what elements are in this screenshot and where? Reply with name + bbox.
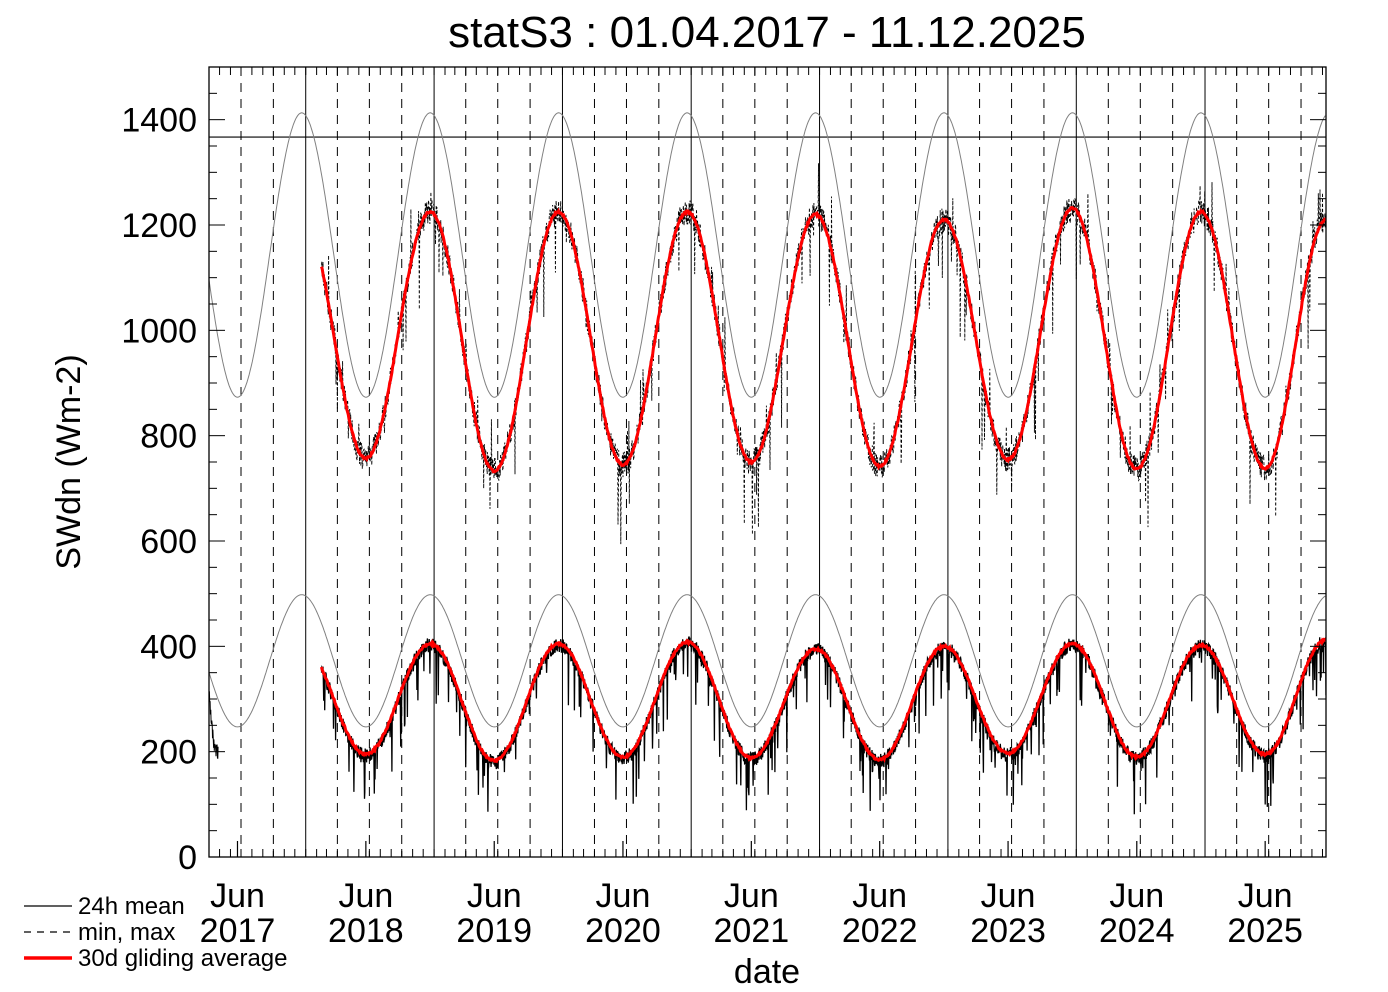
gliding-extremum-point — [878, 758, 881, 761]
x-tick-month: Jun — [724, 877, 779, 915]
x-tick-month: Jun — [981, 877, 1036, 915]
gliding-extremum-point — [1071, 207, 1074, 209]
theoretical-max-curve — [209, 112, 1326, 398]
x-tick-month: Jun — [467, 877, 522, 915]
gliding-average-max — [320, 205, 1326, 474]
y-tick-label: 200 — [140, 734, 197, 772]
gliding-extremum-point — [365, 753, 367, 756]
daily-max-series — [321, 163, 1326, 545]
y-tick-label: 1000 — [121, 312, 197, 350]
gliding-extremum-point — [1200, 644, 1202, 647]
legend-label: 30d gliding average — [78, 945, 288, 972]
x-tick-month: Jun — [210, 877, 265, 915]
gliding-extremum-point — [814, 648, 817, 650]
legend-item-gliding: 30d gliding average — [24, 945, 288, 972]
gliding-extremum-point — [1007, 458, 1009, 461]
y-tick-label: 400 — [140, 628, 197, 666]
y-tick-label: 0 — [178, 839, 197, 877]
theoretical-mean-curve — [209, 594, 1326, 728]
x-tick-year: 2019 — [456, 912, 532, 950]
gliding-extremum-point — [1135, 756, 1138, 758]
gliding-extremum-point — [1007, 752, 1009, 755]
gliding-extremum-point — [557, 211, 560, 213]
x-axis-label: date — [734, 953, 800, 991]
legend-label: 24h mean — [78, 893, 185, 920]
x-tick-year: 2018 — [328, 912, 404, 950]
gliding-extremum-point — [1200, 211, 1202, 213]
y-tick-label: 1400 — [121, 102, 197, 140]
plot-frame — [208, 66, 1327, 858]
x-tick-month: Jun — [1109, 877, 1164, 915]
x-tick-year: 2022 — [842, 912, 918, 950]
gliding-extremum-point — [429, 211, 432, 213]
x-tick-year: 2025 — [1227, 912, 1303, 950]
gliding-extremum-point — [1135, 468, 1138, 470]
chart-title: statS3 : 01.04.2017 - 11.12.2025 — [448, 8, 1086, 57]
x-tick-month: Jun — [1238, 877, 1293, 915]
legend-item-mean: 24h mean — [24, 893, 185, 920]
gliding-extremum-point — [429, 642, 432, 645]
x-tick-year: 2020 — [585, 912, 661, 950]
y-tick-label: 600 — [140, 523, 197, 561]
y-tick-label: 800 — [140, 418, 197, 456]
gliding-extremum-point — [750, 461, 753, 463]
x-tick-month: Jun — [852, 877, 907, 915]
x-tick-year: 2023 — [970, 912, 1046, 950]
gliding-extremum-point — [943, 218, 945, 221]
gliding-average-mean — [320, 637, 1326, 764]
legend-label: min, max — [78, 919, 175, 946]
gliding-extremum-point — [878, 465, 881, 468]
x-tick-year: 2021 — [714, 912, 790, 950]
y-tick-label: 1200 — [121, 207, 197, 245]
gliding-extremum-point — [814, 213, 817, 216]
plot-axes: Jun2017Jun2018Jun2019Jun2020Jun2021Jun20… — [121, 66, 1326, 950]
y-axis-label: SWdn (Wm-2) — [50, 354, 88, 569]
x-tick-month: Jun — [596, 877, 651, 915]
gliding-extremum-point — [365, 457, 367, 460]
gliding-extremum-point — [1264, 753, 1266, 756]
gliding-extremum-point — [622, 756, 624, 758]
gliding-extremum-point — [943, 645, 945, 648]
gliding-extremum-point — [622, 463, 624, 466]
legend: 24h mean min, max 30d gliding average — [24, 893, 288, 972]
gliding-extremum-point — [750, 757, 753, 759]
gliding-extremum-point — [493, 759, 496, 762]
x-tick-month: Jun — [338, 877, 393, 915]
gliding-extremum-point — [1264, 467, 1266, 470]
legend-item-minmax: min, max — [24, 919, 175, 946]
gliding-extremum-point — [1071, 642, 1074, 645]
gliding-extremum-point — [686, 641, 689, 643]
x-tick-year: 2017 — [200, 912, 276, 950]
x-tick-year: 2024 — [1099, 912, 1175, 950]
gliding-extremum-point — [686, 211, 689, 213]
early-mean-fragment — [209, 690, 219, 759]
gliding-extremum-point — [493, 470, 496, 472]
plot-series — [209, 112, 1326, 815]
gliding-extremum-point — [557, 642, 560, 645]
